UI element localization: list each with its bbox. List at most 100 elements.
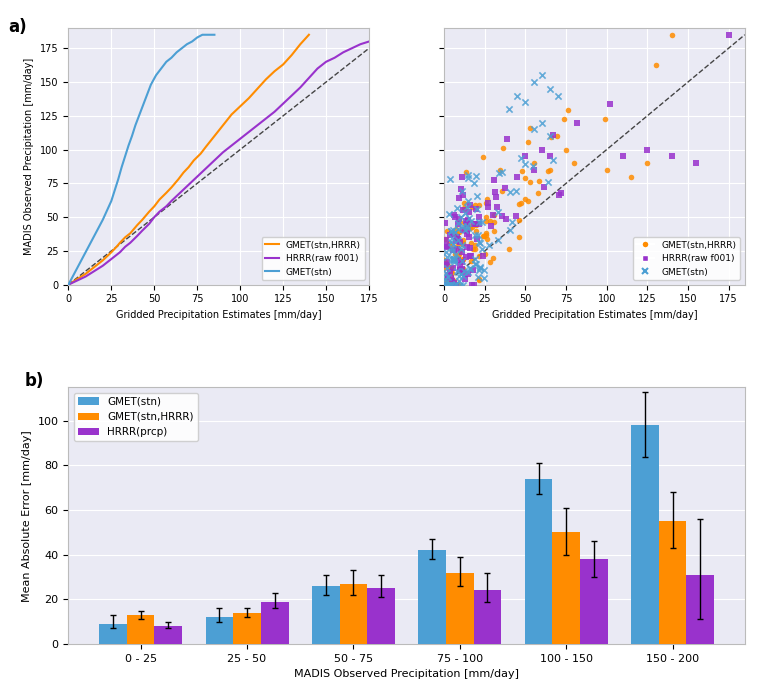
GMET(stn) — [515, 153, 527, 164]
HRRR(raw f001) — [442, 270, 454, 281]
GMET(stn) — [182, 40, 192, 48]
GMET(stn,HRRR) — [458, 202, 470, 214]
GMET(stn,HRRR) — [116, 239, 125, 247]
GMET(stn) — [451, 202, 464, 214]
GMET(stn,HRRR) — [481, 233, 493, 244]
GMET(stn,HRRR) — [458, 253, 470, 265]
GMET(stn,HRRR) — [473, 275, 485, 286]
HRRR(raw f001) — [511, 171, 524, 182]
GMET(stn,HRRR) — [189, 156, 198, 164]
HRRR(raw f001) — [356, 40, 365, 48]
GMET(stn) — [157, 64, 166, 73]
GMET(stn) — [188, 37, 197, 46]
GMET(stn) — [472, 230, 484, 241]
GMET(stn) — [473, 216, 485, 228]
Text: b): b) — [24, 372, 44, 390]
HRRR(raw f001) — [261, 114, 271, 122]
HRRR(raw f001) — [448, 277, 461, 288]
GMET(stn) — [469, 253, 481, 265]
GMET(stn) — [458, 270, 470, 281]
HRRR(raw f001) — [487, 209, 499, 220]
GMET(stn,HRRR) — [458, 254, 470, 265]
GMET(stn) — [506, 217, 518, 228]
GMET(stn) — [64, 281, 73, 289]
Line: GMET(stn,HRRR): GMET(stn,HRRR) — [68, 35, 309, 285]
GMET(stn,HRRR) — [521, 195, 534, 206]
HRRR(raw f001) — [442, 279, 454, 290]
GMET(stn,HRRR) — [460, 166, 472, 177]
HRRR(raw f001) — [287, 91, 296, 99]
GMET(stn,HRRR) — [138, 216, 147, 224]
HRRR(raw f001) — [454, 236, 466, 247]
GMET(stn) — [131, 121, 140, 130]
HRRR(raw f001) — [441, 279, 453, 290]
GMET(stn,HRRR) — [515, 197, 527, 208]
GMET(stn) — [474, 262, 486, 273]
GMET(stn,HRRR) — [98, 256, 107, 265]
HRRR(raw f001) — [454, 260, 466, 271]
GMET(stn,HRRR) — [479, 248, 491, 259]
GMET(stn,HRRR) — [497, 142, 509, 153]
GMET(stn,HRRR) — [218, 121, 227, 130]
HRRR(raw f001) — [617, 150, 629, 162]
GMET(stn) — [456, 239, 468, 251]
HRRR(raw f001) — [446, 245, 458, 256]
GMET(stn) — [117, 163, 126, 172]
GMET(stn) — [543, 83, 556, 94]
GMET(stn) — [543, 130, 556, 141]
GMET(stn,HRRR) — [445, 261, 457, 272]
GMET(stn) — [107, 197, 116, 205]
GMET(stn) — [464, 216, 477, 227]
Text: a): a) — [8, 18, 27, 36]
HRRR(raw f001) — [519, 150, 531, 162]
GMET(stn,HRRR) — [599, 113, 611, 125]
HRRR(raw f001) — [571, 118, 583, 129]
GMET(stn,HRRR) — [442, 279, 454, 290]
GMET(stn,HRRR) — [459, 218, 471, 230]
GMET(stn,HRRR) — [304, 31, 313, 39]
GMET(stn,HRRR) — [446, 267, 458, 279]
GMET(stn) — [114, 175, 123, 183]
GMET(stn) — [98, 216, 107, 224]
GMET(stn) — [503, 104, 515, 115]
GMET(stn,HRRR) — [469, 199, 481, 211]
GMET(stn,HRRR) — [558, 113, 570, 124]
HRRR(raw f001) — [464, 242, 476, 253]
HRRR(raw f001) — [461, 268, 473, 279]
GMET(stn) — [204, 31, 214, 39]
HRRR(raw f001) — [467, 279, 479, 290]
GMET(stn) — [90, 232, 99, 240]
GMET(stn,HRRR) — [444, 279, 456, 290]
GMET(stn,HRRR) — [470, 220, 482, 231]
GMET(stn,HRRR) — [543, 164, 556, 176]
GMET(stn,HRRR) — [524, 122, 536, 134]
Bar — [473, 590, 502, 644]
HRRR(raw f001) — [603, 99, 616, 110]
HRRR(raw f001) — [321, 57, 331, 66]
HRRR(raw f001) — [144, 220, 154, 228]
GMET(stn,HRRR) — [496, 186, 508, 197]
GMET(stn,HRRR) — [527, 158, 540, 169]
GMET(stn) — [445, 237, 457, 248]
HRRR(raw f001) — [666, 150, 678, 162]
HRRR(raw f001) — [457, 267, 469, 279]
Legend: GMET(stn), GMET(stn,HRRR), HRRR(prcp): GMET(stn), GMET(stn,HRRR), HRRR(prcp) — [74, 393, 198, 441]
GMET(stn,HRRR) — [480, 197, 492, 209]
HRRR(raw f001) — [451, 231, 463, 242]
GMET(stn) — [454, 279, 466, 290]
HRRR(raw f001) — [176, 188, 185, 197]
HRRR(raw f001) — [461, 229, 473, 240]
HRRR(raw f001) — [723, 29, 735, 41]
GMET(stn,HRRR) — [477, 151, 489, 162]
HRRR(raw f001) — [452, 214, 464, 225]
GMET(stn,HRRR) — [513, 232, 525, 243]
GMET(stn) — [442, 262, 454, 274]
HRRR(raw f001) — [499, 182, 511, 193]
HRRR(raw f001) — [72, 276, 81, 285]
GMET(stn) — [451, 265, 464, 276]
HRRR(raw f001) — [444, 267, 456, 278]
HRRR(raw f001) — [451, 243, 464, 254]
GMET(stn,HRRR) — [454, 217, 466, 228]
GMET(stn) — [470, 170, 483, 181]
GMET(stn) — [543, 176, 555, 188]
